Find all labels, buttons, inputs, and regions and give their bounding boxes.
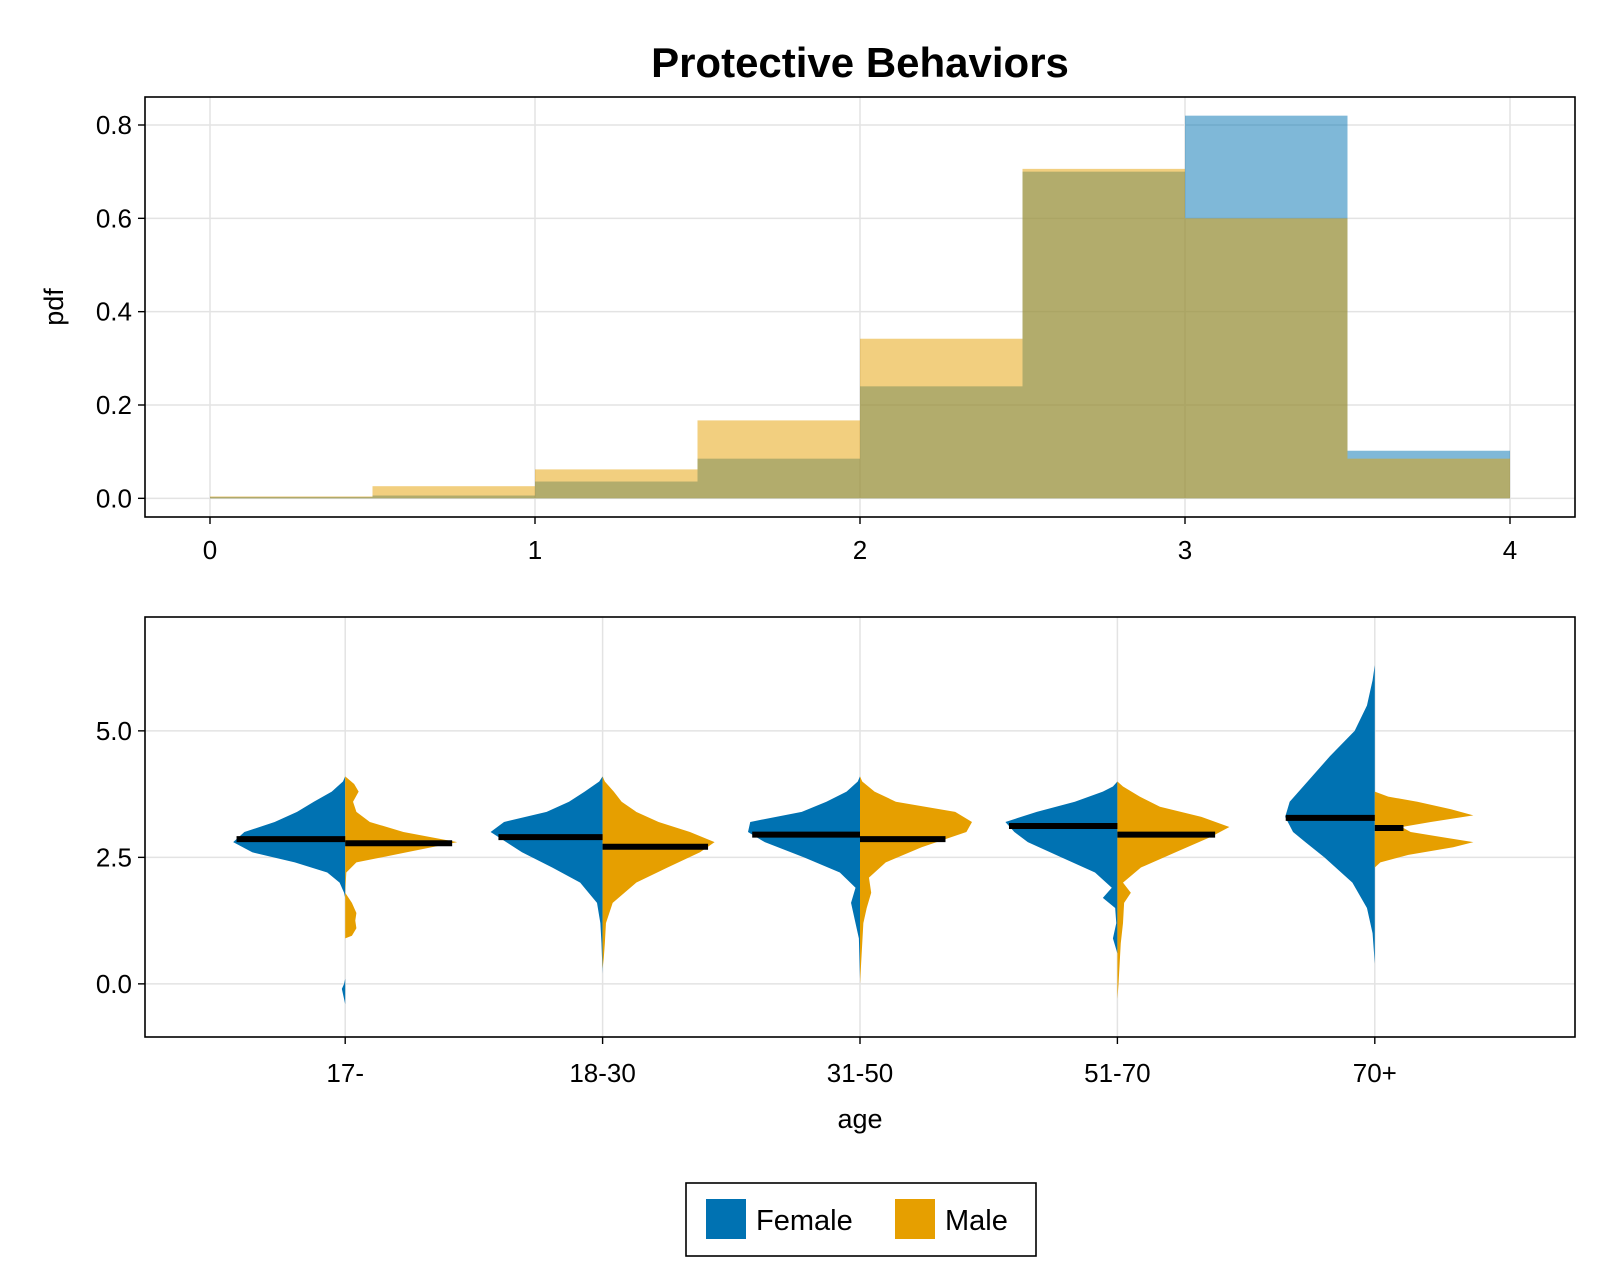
legend-label-male: Male: [945, 1205, 1008, 1237]
legend-swatch-female: [706, 1199, 746, 1239]
violin-medians: [236, 814, 1404, 850]
histogram-bar-male: [535, 469, 698, 499]
histogram-bar-male: [860, 338, 1023, 499]
violin-male-18-30: [602, 776, 715, 969]
violin-x-tick-label: 17-: [326, 1058, 364, 1088]
histogram-y-tick-label: 0.0: [96, 483, 132, 513]
violin-female-51-70: [1005, 781, 1118, 954]
histogram-y-tick-label: 0.8: [96, 110, 132, 140]
histogram-y-tick-label: 0.6: [96, 203, 132, 233]
histogram-x-tick-label: 0: [203, 535, 217, 565]
violin-female-70+: [1285, 665, 1375, 964]
violin-x-tick-label: 18-30: [569, 1058, 636, 1088]
violin-x-tick-label: 31-50: [827, 1058, 894, 1088]
histogram-bar-male: [372, 486, 535, 499]
violin-female-31-50: [748, 776, 860, 979]
histogram-bars: [210, 115, 1510, 499]
legend-label-female: Female: [756, 1205, 853, 1237]
histogram-panel: 0 1 2 3 4 0.0 0.2 0.4 0.6 0.8 pdf: [39, 96, 1576, 565]
histogram-y-label: pdf: [39, 288, 69, 326]
violin-x-label: age: [837, 1104, 882, 1134]
violin-male-70+: [1374, 791, 1474, 868]
legend-swatch-male: [895, 1199, 935, 1239]
histogram-x-tick-label: 3: [1178, 535, 1192, 565]
histogram-bar-male: [1185, 218, 1348, 499]
histogram-ticks: 0 1 2 3 4 0.0 0.2 0.4 0.6 0.8: [96, 110, 1517, 565]
histogram-x-tick-label: 4: [1503, 535, 1517, 565]
histogram-bar-male: [697, 420, 860, 499]
violin-x-tick-label: 51-70: [1084, 1058, 1151, 1088]
violin-x-tick-label: 70+: [1353, 1058, 1397, 1088]
histogram-x-tick-label: 1: [528, 535, 542, 565]
violin-y-tick-label: 0.0: [96, 969, 132, 999]
histogram-bar-male: [1347, 458, 1510, 499]
violin-male-31-50: [860, 776, 972, 984]
legend: Female Male: [685, 1182, 1037, 1257]
histogram-bar-male: [1022, 168, 1185, 499]
violin-male-51-70: [1117, 781, 1230, 1000]
violin-female-17-: [233, 776, 346, 1005]
legend-box: [685, 1182, 1037, 1257]
violin-male-17-: [345, 776, 458, 939]
violin-ticks: 17- 18-30 31-50 51-70 70+ 0.0 2.5 5.0: [96, 716, 1397, 1088]
chart-title: Protective Behaviors: [651, 39, 1069, 86]
histogram-y-tick-label: 0.4: [96, 297, 132, 327]
violin-y-tick-label: 2.5: [96, 842, 132, 872]
violin-panel: 17- 18-30 31-50 51-70 70+ 0.0 2.5 5.0 age: [96, 616, 1576, 1134]
histogram-bar-male: [210, 496, 373, 499]
violin-female-18-30: [490, 776, 603, 974]
histogram-y-tick-label: 0.2: [96, 390, 132, 420]
histogram-x-tick-label: 2: [853, 535, 867, 565]
violin-y-tick-label: 5.0: [96, 716, 132, 746]
